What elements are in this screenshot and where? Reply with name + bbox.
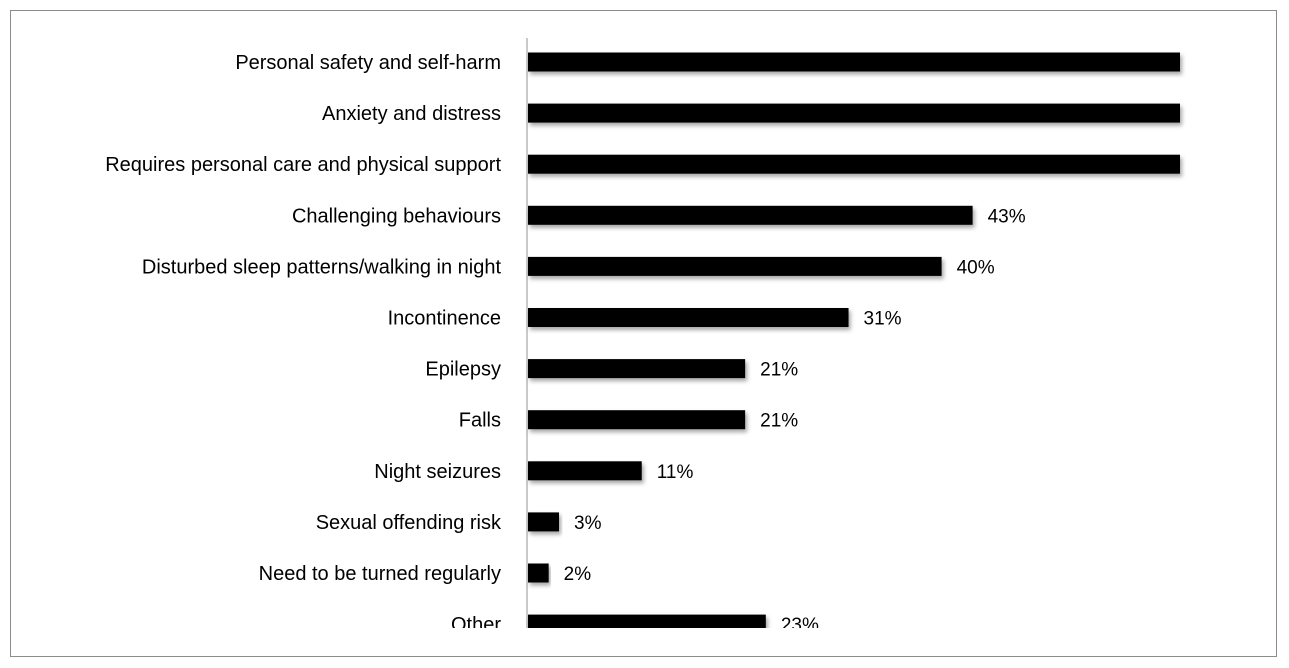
category-label: Requires personal care and physical supp…	[105, 154, 501, 176]
data-label: 3%	[574, 513, 602, 534]
bar	[528, 308, 849, 327]
bar	[528, 359, 746, 379]
category-label: Anxiety and distress	[322, 103, 501, 125]
data-labels-layer: 43% 40% 31% 21% 21% 11% 3% 2% 23%	[564, 206, 1026, 636]
category-label: Other	[451, 614, 501, 636]
category-label: Incontinence	[388, 308, 501, 330]
bar	[528, 52, 1180, 72]
bar	[528, 256, 942, 276]
data-label: 40%	[957, 257, 995, 278]
bar	[528, 614, 766, 628]
data-label: 21%	[760, 360, 798, 381]
category-label: Challenging behaviours	[292, 205, 501, 227]
category-label: Epilepsy	[425, 359, 501, 381]
data-label: 2%	[564, 564, 592, 585]
category-label: Disturbed sleep patterns/walking in nigh…	[142, 256, 502, 278]
bar	[528, 512, 560, 532]
bar	[528, 410, 746, 430]
category-label: Night seizures	[374, 461, 501, 483]
category-labels-layer: Personal safety and self-harm Anxiety and…	[105, 52, 502, 636]
bar	[528, 461, 642, 481]
bars-layer	[528, 52, 1180, 628]
bar	[528, 563, 549, 583]
data-label: 31%	[864, 309, 902, 330]
bar	[528, 154, 1180, 174]
data-label: 43%	[988, 206, 1026, 227]
data-label: 11%	[657, 462, 694, 483]
bar	[528, 103, 1180, 123]
category-label: Sexual offending risk	[316, 512, 502, 534]
data-label: 23%	[781, 615, 819, 636]
category-label: Falls	[459, 410, 501, 432]
data-label: 21%	[760, 411, 798, 432]
bar	[528, 205, 973, 225]
category-label: Need to be turned regularly	[259, 563, 501, 585]
category-label: Personal safety and self-harm	[235, 52, 501, 74]
